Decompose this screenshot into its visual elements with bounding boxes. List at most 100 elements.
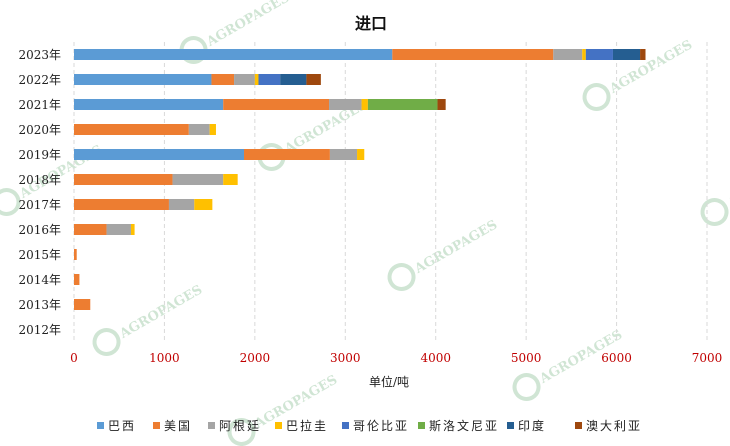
watermark-logo: AGROPAGES (227, 372, 340, 446)
bar-segment (188, 124, 210, 135)
watermark-ring (512, 373, 541, 401)
watermark-ring (582, 83, 611, 111)
watermark-logo: AGROPAGES (700, 152, 730, 226)
bar-segment (74, 74, 212, 85)
bar-segment (244, 149, 330, 160)
chart-title: 进口 (355, 14, 387, 33)
y-tick-label: 2022年 (18, 73, 61, 87)
x-axis-labels: 0 1000 2000 3000 4000 5000 6000 7000 (70, 351, 722, 365)
bar-segment (367, 99, 438, 110)
bar-segment (612, 49, 641, 60)
watermark-text: AGROPAGES (117, 282, 206, 342)
bar-segment (329, 99, 362, 110)
bar-segment (585, 49, 613, 60)
watermark-logo: AGROPAGES (92, 282, 206, 356)
watermark-text: AGROPAGES (204, 0, 293, 50)
y-tick-label: 2015年 (18, 248, 61, 262)
legend-swatch (208, 422, 215, 429)
bar-segment (211, 74, 235, 85)
y-tick-label: 2023年 (18, 48, 61, 62)
bar-segment (209, 124, 216, 135)
bar-segment (74, 249, 77, 260)
legend-swatch (342, 422, 349, 429)
bar-segment (130, 224, 135, 235)
bar-segment (74, 199, 169, 210)
y-tick-label: 2012年 (18, 323, 61, 337)
legend-label: 阿根廷 (219, 419, 261, 433)
bar-segment (74, 149, 245, 160)
y-tick-label: 2020年 (18, 123, 61, 137)
bar-segment (74, 124, 189, 135)
y-tick-label: 2013年 (18, 298, 61, 312)
bar-segment (223, 174, 238, 185)
y-tick-label: 2019年 (18, 148, 61, 162)
bar-segment (74, 99, 224, 110)
y-tick-label: 2018年 (18, 173, 61, 187)
bar-segment (74, 299, 91, 310)
bar-segment (106, 224, 131, 235)
bar-segment (392, 49, 554, 60)
x-tick-label: 6000 (601, 351, 632, 365)
y-axis-labels: 2023年 2022年 2021年 2020年 2019年 2018年 2017年 2016年… (18, 48, 61, 337)
legend: 巴西 美国 阿根廷 巴拉圭 哥伦比亚 斯洛文尼亚 印度 澳大利亚 (97, 418, 642, 433)
x-tick-label: 7000 (692, 351, 723, 365)
bar-segment (280, 74, 307, 85)
x-tick-label: 3000 (330, 351, 361, 365)
bar-segment (553, 49, 583, 60)
bar-segment (361, 99, 368, 110)
bar-segment (437, 99, 446, 110)
watermark-ring (700, 198, 729, 226)
grid-lines (73, 42, 708, 342)
legend-swatch (507, 422, 514, 429)
legend-label: 澳大利亚 (586, 419, 642, 433)
legend-swatch (97, 422, 104, 429)
bar-segment (223, 99, 330, 110)
watermark-ring (92, 328, 121, 356)
legend-label: 哥伦比亚 (353, 418, 409, 433)
legend-swatch (418, 422, 425, 429)
x-axis-title: 单位/吨 (369, 374, 409, 389)
x-tick-label: 5000 (511, 351, 542, 365)
bar-segment (254, 74, 259, 85)
y-tick-label: 2017年 (18, 198, 61, 212)
watermark-logo: AGROPAGES (582, 37, 696, 111)
bar-segment (74, 174, 173, 185)
bar-segment (194, 199, 213, 210)
watermark-ring (387, 263, 416, 291)
bar-segment (168, 199, 195, 210)
y-tick-label: 2014年 (18, 273, 61, 287)
watermark-text: AGROPAGES (412, 217, 501, 277)
legend-label: 巴西 (108, 419, 136, 433)
legend-label: 巴拉圭 (286, 418, 328, 433)
legend-label: 美国 (164, 419, 192, 433)
watermark-logo: AGROPAGES (387, 217, 501, 291)
legend-swatch (575, 422, 582, 429)
bar-segment (329, 149, 358, 160)
bar-segment (234, 74, 255, 85)
bars-layer (74, 49, 646, 310)
bar-segment (640, 49, 646, 60)
bar-segment (74, 49, 393, 60)
watermark-text: AGROPAGES (607, 37, 696, 97)
bar-segment (357, 149, 365, 160)
watermark-ring (0, 188, 21, 216)
bar-segment (74, 224, 107, 235)
bar-segment (258, 74, 281, 85)
legend-label: 斯洛文尼亚 (429, 418, 499, 433)
watermark-ring (227, 418, 256, 446)
bar-segment (582, 49, 586, 60)
y-tick-label: 2021年 (18, 98, 61, 112)
bar-segment (306, 74, 321, 85)
x-tick-label: 1000 (149, 351, 180, 365)
bar-segment (172, 174, 224, 185)
x-tick-label: 0 (70, 351, 78, 365)
x-tick-label: 4000 (420, 351, 451, 365)
bar-segment (74, 274, 80, 285)
legend-swatch (153, 422, 160, 429)
legend-label: 印度 (518, 418, 546, 433)
x-tick-label: 2000 (240, 351, 271, 365)
legend-swatch (275, 422, 282, 429)
